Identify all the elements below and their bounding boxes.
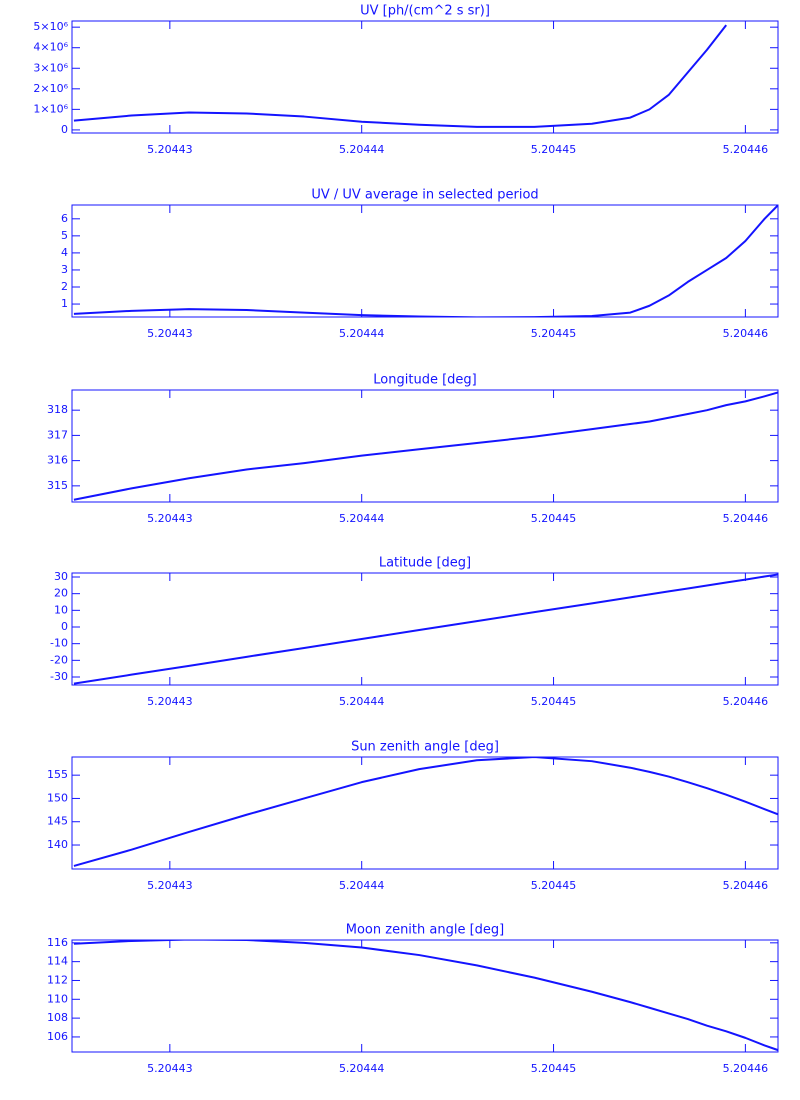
x-tick-label: 5.20445 <box>531 143 577 156</box>
y-tick-label: 30 <box>54 570 68 583</box>
x-tick-label: 5.20445 <box>531 695 577 708</box>
y-tick-label: 108 <box>47 1011 68 1024</box>
x-tick-label: 5.20443 <box>147 143 193 156</box>
y-tick-label: 4×10⁶ <box>33 41 68 54</box>
y-tick-label: 110 <box>47 992 68 1005</box>
y-tick-label: 315 <box>47 479 68 492</box>
x-tick-label: 5.20443 <box>147 327 193 340</box>
line-series <box>73 573 778 685</box>
y-tick-label: 116 <box>47 936 68 949</box>
plot-area <box>73 573 778 685</box>
plot-frame <box>71 389 779 503</box>
panel-title: Latitude [deg] <box>379 556 471 571</box>
y-tick-label: 0 <box>61 620 68 633</box>
x-tick-label: 5.20446 <box>723 327 769 340</box>
panel-title: UV [ph/(cm^2 s sr)] <box>360 4 490 19</box>
y-tick-label: -20 <box>50 653 68 666</box>
y-tick-label: 112 <box>47 973 68 986</box>
plot-frame <box>71 756 779 870</box>
x-tick-label: 5.20445 <box>531 512 577 525</box>
y-tick-label: 140 <box>47 838 68 851</box>
x-tick-label: 5.20446 <box>723 143 769 156</box>
y-tick-label: 145 <box>47 815 68 828</box>
line-series <box>73 205 778 317</box>
x-tick-label: 5.20445 <box>531 327 577 340</box>
plot-frame <box>71 572 779 686</box>
x-tick-label: 5.20445 <box>531 879 577 892</box>
plot-area <box>73 757 778 867</box>
y-tick-label: -30 <box>50 670 68 683</box>
panel-title: UV / UV average in selected period <box>311 188 538 203</box>
y-tick-label: 20 <box>54 587 68 600</box>
y-tick-label: 5×10⁶ <box>33 20 68 33</box>
x-tick-label: 5.20444 <box>339 1062 385 1075</box>
x-tick-label: 5.20446 <box>723 879 769 892</box>
line-series <box>73 940 778 1052</box>
y-tick-label: 6 <box>61 212 68 225</box>
y-tick-label: 3×10⁶ <box>33 61 68 74</box>
plot-frame <box>71 204 779 318</box>
y-tick-label: 4 <box>61 246 68 259</box>
x-tick-label: 5.20443 <box>147 1062 193 1075</box>
panel-title: Sun zenith angle [deg] <box>351 740 499 755</box>
y-tick-label: 106 <box>47 1030 68 1043</box>
x-tick-label: 5.20446 <box>723 695 769 708</box>
x-tick-label: 5.20444 <box>339 327 385 340</box>
x-tick-label: 5.20446 <box>723 1062 769 1075</box>
y-tick-label: 2 <box>61 280 68 293</box>
line-series <box>73 24 727 128</box>
y-tick-label: 318 <box>47 403 68 416</box>
x-tick-label: 5.20445 <box>531 1062 577 1075</box>
y-tick-label: 1 <box>61 297 68 310</box>
y-tick-label: 3 <box>61 263 68 276</box>
plot-area <box>73 205 778 317</box>
x-tick-label: 5.20443 <box>147 695 193 708</box>
y-tick-label: 316 <box>47 454 68 467</box>
line-series <box>73 757 778 867</box>
x-tick-label: 5.20446 <box>723 512 769 525</box>
y-tick-label: 2×10⁶ <box>33 82 68 95</box>
y-tick-label: 10 <box>54 603 68 616</box>
y-tick-label: 5 <box>61 229 68 242</box>
line-series <box>73 391 778 501</box>
x-tick-label: 5.20444 <box>339 695 385 708</box>
y-tick-label: 155 <box>47 768 68 781</box>
panel-title: Moon zenith angle [deg] <box>346 923 504 938</box>
y-tick-label: 317 <box>47 428 68 441</box>
plot-frame <box>71 939 779 1053</box>
x-tick-label: 5.20444 <box>339 879 385 892</box>
x-tick-label: 5.20444 <box>339 143 385 156</box>
plot-area <box>73 940 778 1052</box>
y-tick-label: 1×10⁶ <box>33 102 68 115</box>
plot-frame <box>71 20 779 134</box>
y-tick-label: -10 <box>50 637 68 650</box>
x-tick-label: 5.20443 <box>147 879 193 892</box>
y-tick-label: 150 <box>47 791 68 804</box>
plot-area <box>73 24 727 128</box>
y-tick-label: 0 <box>61 123 68 136</box>
x-tick-label: 5.20444 <box>339 512 385 525</box>
x-tick-label: 5.20443 <box>147 512 193 525</box>
y-tick-label: 114 <box>47 955 68 968</box>
panel-title: Longitude [deg] <box>373 373 476 388</box>
plot-area <box>73 391 778 501</box>
